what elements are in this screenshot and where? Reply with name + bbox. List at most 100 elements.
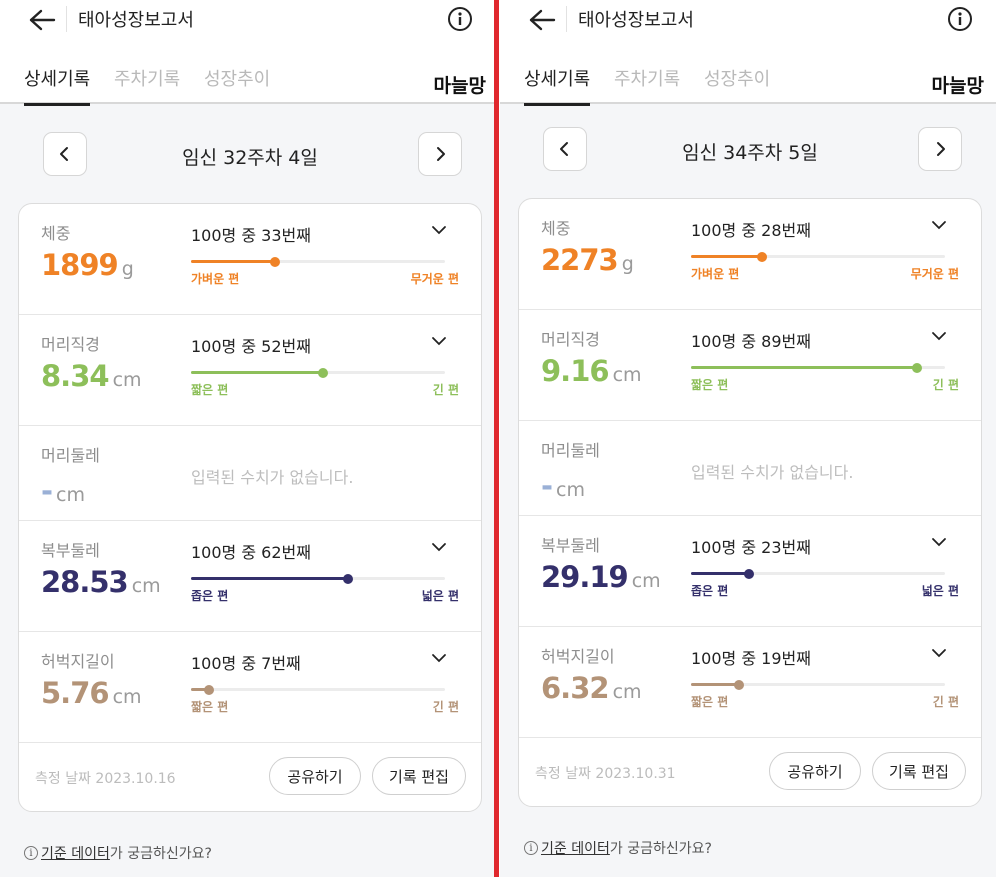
expand-button[interactable] bbox=[429, 331, 449, 351]
low-label: 가벼운 편 bbox=[691, 267, 740, 281]
high-label: 넓은 편 bbox=[421, 589, 459, 603]
low-label: 짧은 편 bbox=[691, 695, 729, 709]
edit-record-button[interactable]: 기록 편집 bbox=[372, 757, 466, 795]
help-note: i 기준 데이터 가 궁금하신가요? bbox=[524, 838, 712, 858]
measurement-label: 허벅지길이 bbox=[541, 647, 615, 666]
tab-detail-record[interactable]: 상세기록 bbox=[524, 69, 591, 90]
measurement-value: 2273 g bbox=[541, 243, 634, 277]
percentile-track bbox=[191, 256, 445, 267]
page-title: 태아성장보고서 bbox=[78, 10, 194, 31]
high-label: 무거운 편 bbox=[910, 267, 959, 281]
measurement-value: 5.76 cm bbox=[41, 676, 142, 710]
week-label: 임신 34주차 5일 bbox=[682, 142, 818, 164]
percentile-rank: 100명 중 62번째 bbox=[191, 543, 311, 562]
measurement-row-head-diameter: 머리직경 8.34 cm 100명 중 52번째 짧은 편 긴 편 bbox=[19, 315, 481, 426]
measurement-row-head-diameter: 머리직경 9.16 cm 100명 중 89번째 짧은 편 긴 편 bbox=[519, 310, 981, 421]
header: 태아성장보고서 상세기록 주차기록 성장추이 마늘망 bbox=[0, 0, 496, 106]
percentile-rank: 100명 중 89번째 bbox=[691, 332, 811, 351]
expand-button[interactable] bbox=[429, 220, 449, 240]
chevron-down-icon bbox=[432, 543, 446, 552]
percentile-marker bbox=[318, 367, 329, 378]
expand-button[interactable] bbox=[929, 532, 949, 552]
value-unit: g bbox=[621, 253, 634, 275]
high-label: 넓은 편 bbox=[921, 584, 959, 598]
empty-message: 입력된 수치가 없습니다. bbox=[691, 463, 854, 482]
percentile-rank: 100명 중 33번째 bbox=[191, 226, 311, 245]
low-label: 짧은 편 bbox=[191, 700, 229, 714]
tab-weekly-record[interactable]: 주차기록 bbox=[614, 69, 681, 90]
info-circle-icon: i bbox=[524, 841, 538, 855]
prev-week-button[interactable] bbox=[543, 127, 587, 171]
measurement-value: - cm bbox=[41, 474, 85, 508]
next-week-button[interactable] bbox=[918, 127, 962, 171]
week-label: 임신 32주차 4일 bbox=[182, 147, 318, 169]
measurement-value: 6.32 cm bbox=[541, 671, 642, 705]
prev-week-button[interactable] bbox=[43, 132, 87, 176]
percentile-track bbox=[191, 367, 445, 378]
percentile-fill bbox=[691, 683, 740, 686]
chevron-down-icon bbox=[932, 221, 946, 230]
info-circle-icon bbox=[948, 7, 972, 31]
value-number: 5.76 bbox=[41, 676, 110, 710]
percentile-marker bbox=[912, 362, 923, 373]
value-number: 2273 bbox=[541, 243, 619, 277]
card-footer: 측정 날짜 2023.10.31 공유하기 기록 편집 bbox=[519, 738, 981, 806]
value-unit: cm bbox=[56, 484, 86, 506]
expand-button[interactable] bbox=[929, 643, 949, 663]
measurement-row-femur-length: 허벅지길이 5.76 cm 100명 중 7번째 짧은 편 긴 편 bbox=[19, 632, 481, 743]
value-number: 9.16 bbox=[541, 354, 610, 388]
expand-button[interactable] bbox=[929, 326, 949, 346]
share-button[interactable]: 공유하기 bbox=[769, 752, 861, 790]
share-button[interactable]: 공유하기 bbox=[269, 757, 361, 795]
expand-button[interactable] bbox=[429, 537, 449, 557]
help-text: 가 궁금하신가요? bbox=[609, 841, 712, 857]
chevron-down-icon bbox=[432, 337, 446, 346]
percentile-marker bbox=[757, 251, 768, 262]
tab-growth-trend[interactable]: 성장추이 bbox=[704, 69, 771, 90]
value-number: 1899 bbox=[41, 248, 119, 282]
percentile-track bbox=[691, 362, 945, 373]
percentile-marker bbox=[343, 573, 354, 584]
percentile-fill bbox=[691, 572, 750, 575]
percentile-marker bbox=[734, 679, 745, 690]
value-unit: cm bbox=[112, 686, 142, 708]
expand-button[interactable] bbox=[429, 648, 449, 668]
percentile-fill bbox=[691, 366, 918, 369]
tab-bar: 상세기록 주차기록 성장추이 마늘망 bbox=[0, 52, 496, 106]
percentile-track bbox=[691, 679, 945, 690]
high-label: 긴 편 bbox=[432, 700, 459, 714]
low-label: 짧은 편 bbox=[191, 383, 229, 397]
card-footer: 측정 날짜 2023.10.16 공유하기 기록 편집 bbox=[19, 743, 481, 811]
help-note: i 기준 데이터 가 궁금하신가요? bbox=[24, 843, 212, 863]
value-unit: cm bbox=[612, 364, 642, 386]
info-button[interactable] bbox=[946, 5, 974, 33]
info-button[interactable] bbox=[446, 5, 474, 33]
info-circle-icon: i bbox=[24, 846, 38, 860]
tab-detail-record[interactable]: 상세기록 bbox=[24, 69, 91, 90]
high-label: 긴 편 bbox=[432, 383, 459, 397]
low-label: 가벼운 편 bbox=[191, 272, 240, 286]
tab-growth-trend[interactable]: 성장추이 bbox=[204, 69, 271, 90]
header-separator bbox=[566, 6, 567, 32]
reference-data-link[interactable]: 기준 데이터 bbox=[541, 841, 610, 857]
measurement-value: - cm bbox=[541, 469, 585, 503]
tab-weekly-record[interactable]: 주차기록 bbox=[114, 69, 181, 90]
measurement-label: 머리둘레 bbox=[41, 446, 100, 465]
measurement-label: 허벅지길이 bbox=[41, 652, 115, 671]
next-week-button[interactable] bbox=[418, 132, 462, 176]
percentile-marker bbox=[744, 568, 755, 579]
panel-divider bbox=[494, 0, 499, 877]
back-button[interactable] bbox=[526, 4, 558, 36]
percentile-marker bbox=[203, 684, 214, 695]
expand-button[interactable] bbox=[929, 215, 949, 235]
percentile-rank: 100명 중 28번째 bbox=[691, 221, 811, 240]
arrow-left-icon bbox=[529, 9, 556, 31]
reference-data-link[interactable]: 기준 데이터 bbox=[41, 846, 110, 862]
measurement-label: 머리직경 bbox=[41, 335, 100, 354]
measurement-label: 머리둘레 bbox=[541, 441, 600, 460]
percentile-fill bbox=[191, 260, 275, 263]
back-button[interactable] bbox=[26, 4, 58, 36]
header: 태아성장보고서 상세기록 주차기록 성장추이 마늘망 bbox=[500, 0, 996, 106]
edit-record-button[interactable]: 기록 편집 bbox=[872, 752, 966, 790]
chevron-down-icon bbox=[932, 538, 946, 547]
